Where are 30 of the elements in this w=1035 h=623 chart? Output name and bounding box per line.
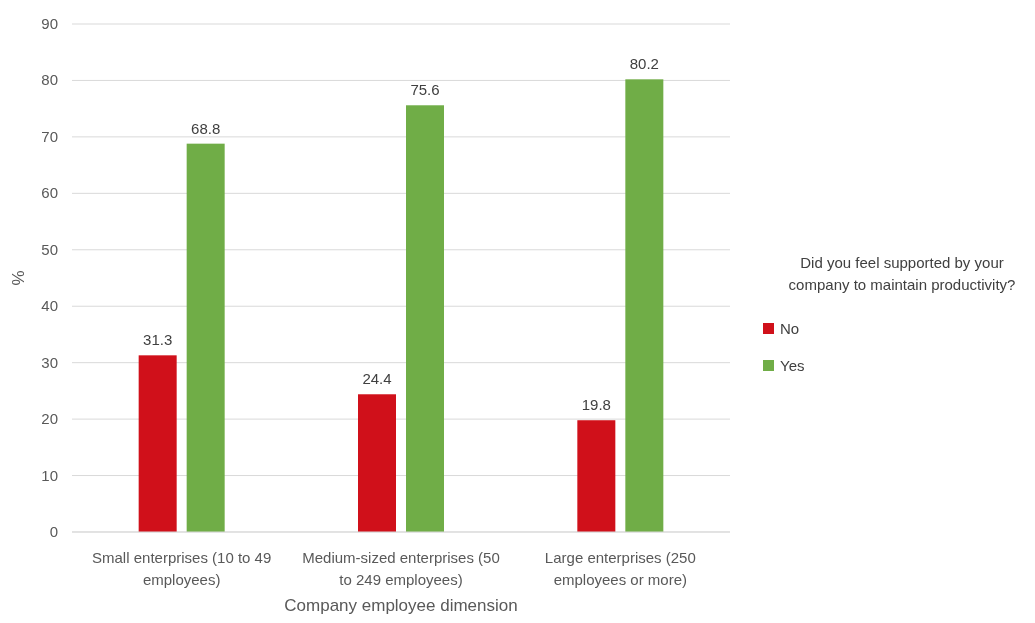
x-tick-label: Medium-sized enterprises (50 to 249 employees)	[302, 549, 500, 588]
bar	[138, 355, 177, 532]
y-axis-title: %	[9, 270, 28, 286]
y-tick-label: 70	[41, 127, 58, 145]
bar	[406, 105, 444, 532]
legend-label: No	[780, 320, 800, 337]
y-tick-label: 0	[49, 523, 58, 540]
y-tick-label: 10	[41, 466, 58, 484]
data-label: 75.6	[410, 81, 440, 99]
bar	[625, 79, 664, 532]
legend-label: Yes	[780, 357, 805, 374]
y-tick-label: 60	[41, 184, 58, 202]
y-tick-label: 40	[41, 297, 58, 315]
data-label: 19.8	[581, 396, 611, 414]
legend-title: Did you feel supported by your company to maintain productivity?	[788, 254, 1016, 293]
y-tick-label: 50	[41, 240, 58, 258]
bar	[358, 394, 396, 532]
data-label: 80.2	[629, 55, 659, 73]
bar	[577, 420, 616, 532]
bar	[186, 143, 225, 532]
x-tick-label: Large enterprises (250 employees or more)	[544, 549, 696, 588]
y-tick-label: 20	[41, 410, 58, 428]
data-label: 24.4	[362, 370, 392, 388]
data-label: 31.3	[143, 331, 173, 349]
y-tick-label: 90	[41, 15, 58, 32]
data-label: 68.8	[191, 119, 221, 137]
x-tick-label: Small enterprises (10 to 49 employees)	[92, 549, 272, 588]
x-axis-title: Company employee dimension	[284, 596, 518, 615]
y-tick-label: 30	[41, 353, 58, 371]
y-tick-label: 80	[41, 71, 58, 89]
